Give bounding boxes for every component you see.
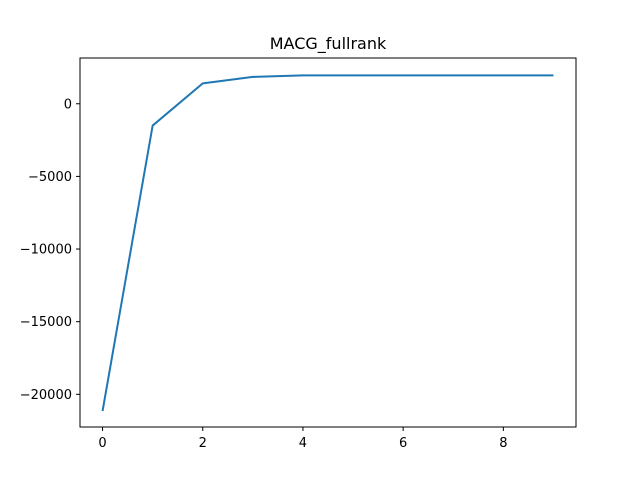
chart-title: MACG_fullrank bbox=[270, 34, 387, 54]
x-tick-label: 0 bbox=[98, 436, 106, 451]
y-tick-label: −20000 bbox=[20, 388, 72, 403]
y-tick-label: −10000 bbox=[20, 243, 72, 258]
x-tick-label: 8 bbox=[499, 436, 507, 451]
y-axis: −20000 −15000 −10000 −5000 0 bbox=[20, 97, 80, 403]
x-tick-label: 6 bbox=[399, 436, 407, 451]
series-layer bbox=[101, 74, 554, 412]
plot-area: 0 2 4 6 8 −20000 −15000 −10000 −5000 0 bbox=[20, 57, 577, 451]
y-tick-label: −5000 bbox=[28, 170, 72, 185]
x-axis: 0 2 4 6 8 bbox=[98, 427, 507, 451]
plot-frame bbox=[79, 57, 577, 428]
series-line-0 bbox=[101, 74, 554, 412]
y-tick-label: −15000 bbox=[20, 315, 72, 330]
x-tick-label: 2 bbox=[199, 436, 207, 451]
y-tick-label: 0 bbox=[64, 97, 72, 112]
x-tick-label: 4 bbox=[299, 436, 307, 451]
